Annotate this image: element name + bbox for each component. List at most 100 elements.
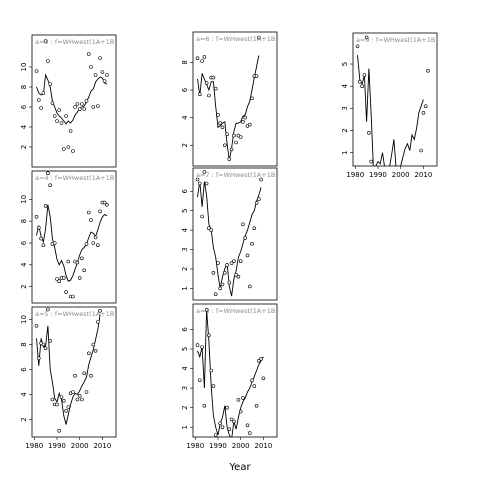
y-tick-label: 2: [20, 145, 28, 149]
x-tick-label: 2010: [254, 442, 272, 450]
data-point: [73, 105, 77, 109]
data-point: [213, 433, 218, 437]
fitted-line: [36, 204, 108, 282]
y-tick-label: 2: [341, 128, 349, 132]
data-point: [227, 157, 232, 161]
data-point: [364, 35, 369, 40]
data-point: [75, 102, 80, 106]
y-tick-label: 4: [20, 124, 28, 129]
data-point: [102, 79, 107, 83]
data-point: [216, 261, 220, 265]
strip-label: a=4 : f=WHwest(1A+1B: [35, 174, 114, 182]
strip-label: a=3 : f=WHwest(1A+1B: [35, 38, 114, 46]
data-point: [234, 140, 238, 145]
x-tick-label: 2000: [71, 442, 89, 450]
data-point: [64, 114, 68, 118]
data-point: [34, 69, 39, 73]
data-point: [225, 405, 229, 410]
data-point: [198, 181, 202, 186]
data-point: [57, 428, 62, 433]
plot-area: a=8 : f=WHwest(1A+1B: [195, 307, 275, 437]
y-tick-label: 6: [181, 327, 189, 332]
data-point: [43, 39, 48, 43]
panel-frame: [192, 167, 278, 301]
data-point: [254, 403, 259, 408]
x-tick-label: 1990: [209, 442, 227, 450]
data-point: [252, 226, 257, 230]
data-point: [80, 397, 84, 402]
data-point: [202, 55, 207, 59]
data-point: [93, 235, 98, 240]
data-point: [46, 59, 50, 63]
data-point: [423, 104, 428, 108]
fitted-line: [357, 55, 424, 166]
data-point: [238, 259, 243, 264]
data-point: [34, 215, 39, 219]
plot-area: a=9 : f=WHwest(1A+1B: [355, 35, 435, 166]
data-point: [87, 351, 91, 356]
y-tick-label: 5: [181, 208, 189, 212]
data-point: [229, 261, 234, 265]
data-point: [48, 82, 53, 86]
y-tick-label: 10: [20, 195, 28, 204]
strip-label: a=7 : f=WHwest(1A+1B: [196, 171, 275, 179]
data-point: [232, 419, 236, 424]
data-point: [105, 73, 109, 77]
data-point: [39, 106, 43, 110]
data-point: [207, 226, 211, 230]
y-tick-label: 8: [20, 342, 28, 346]
data-point: [77, 276, 82, 280]
data-point: [46, 171, 50, 175]
data-point: [229, 147, 234, 152]
data-point: [213, 86, 218, 91]
data-point: [211, 75, 216, 80]
data-point: [59, 121, 64, 125]
data-point: [259, 177, 263, 182]
x-tick-label: 2010: [93, 442, 111, 450]
data-point: [232, 259, 236, 264]
panel-frame: [192, 303, 278, 438]
data-point: [227, 427, 232, 432]
data-point: [357, 80, 362, 84]
data-point: [248, 431, 252, 435]
panel-a-5: a=5 : f=WHwest(1A+1B 2 4 6 8 10 1980 1990 2000 20…: [20, 306, 117, 450]
x-tick-label: 1980: [186, 442, 204, 450]
data-point: [98, 308, 102, 313]
y-tick-label: 3: [181, 247, 189, 251]
data-point: [36, 225, 41, 230]
data-point: [211, 270, 216, 275]
data-point: [202, 403, 207, 408]
y-tick-label: 10: [20, 315, 28, 324]
data-point: [55, 402, 59, 407]
y-tick-label: 6: [181, 189, 189, 194]
data-point: [256, 358, 261, 363]
data-point: [80, 102, 84, 106]
data-point: [207, 333, 211, 338]
y-tick-label: 6: [181, 87, 189, 92]
data-point: [195, 56, 200, 61]
data-point: [96, 104, 100, 108]
plot-area: a=5 : f=WHwest(1A+1B: [34, 307, 114, 433]
data-point: [91, 342, 96, 347]
data-point: [216, 113, 220, 117]
data-point: [245, 253, 250, 258]
data-point: [98, 209, 102, 214]
data-point: [57, 279, 62, 284]
panel-frame: [352, 32, 438, 167]
x-tick-label: 1980: [25, 442, 43, 450]
strip-label: a=9 : f=WHwest(1A+1B: [356, 36, 435, 44]
data-point: [41, 243, 46, 247]
data-point: [232, 133, 236, 138]
data-point: [248, 284, 252, 289]
data-point: [241, 396, 245, 400]
data-point: [367, 131, 371, 135]
x-tick-label: 1990: [48, 442, 66, 450]
data-point: [48, 183, 53, 187]
data-point: [202, 170, 207, 174]
data-point: [229, 417, 234, 422]
y-tick-label: 6: [20, 367, 28, 372]
data-point: [71, 294, 75, 299]
data-point: [46, 307, 50, 312]
strip-label: a=5 : f=WHwest(1A+1B: [35, 310, 114, 318]
data-point: [61, 398, 66, 403]
